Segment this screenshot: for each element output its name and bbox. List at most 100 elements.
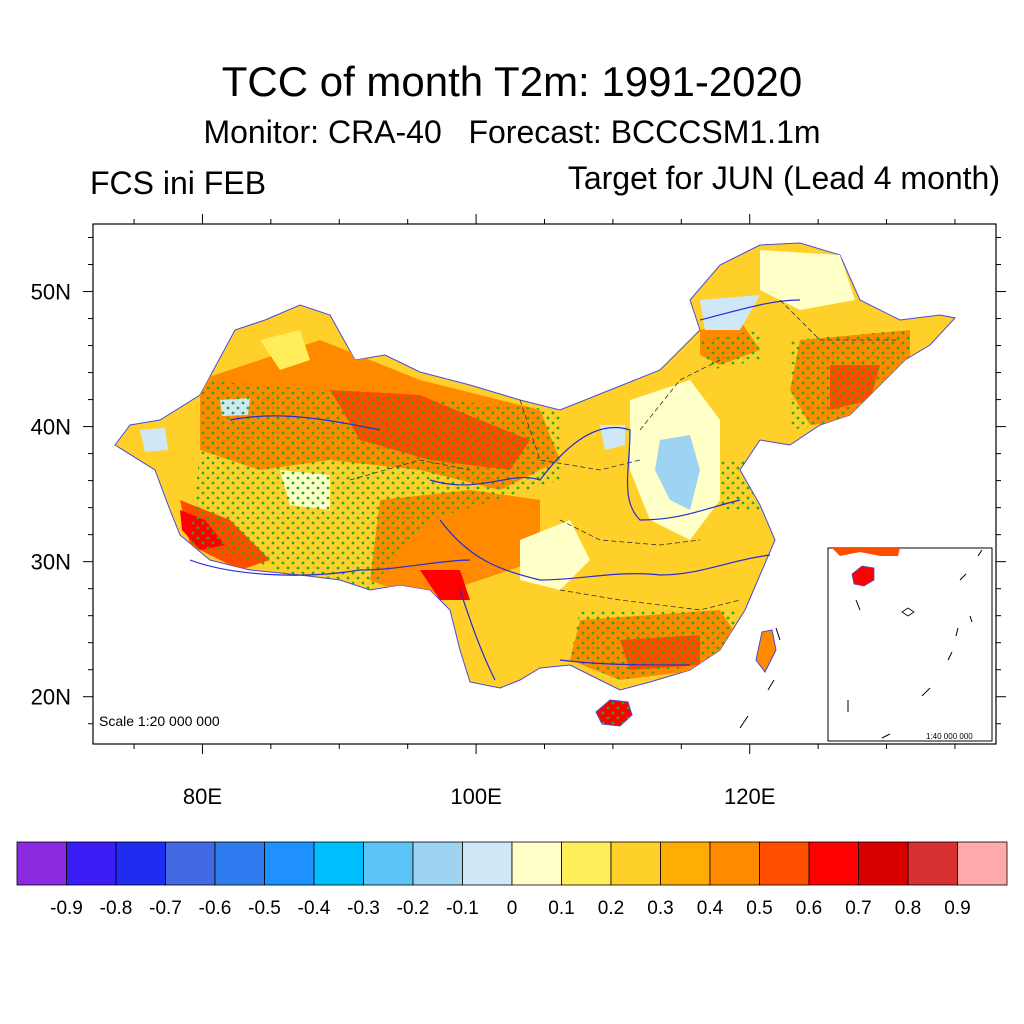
colorbar-label: -0.5 <box>248 898 281 919</box>
region-daxinganling-pale <box>760 250 855 310</box>
map-scale-label: Scale 1:20 000 000 <box>99 713 220 729</box>
colorbar-label: 0.7 <box>845 898 871 919</box>
colorbar-label: -0.3 <box>347 898 380 919</box>
yellow-river <box>429 426 741 521</box>
main-dash-2 <box>739 715 749 729</box>
border-gansu <box>519 399 641 471</box>
colorbar-label: -0.2 <box>397 898 430 919</box>
y-tick-label: 50N <box>31 280 71 305</box>
dash-6 <box>881 733 891 739</box>
dash-2 <box>977 549 983 557</box>
colorbar-label: 0.1 <box>548 898 574 919</box>
yarlung-river <box>189 559 471 576</box>
region-altai-yellow <box>260 330 310 370</box>
province-borders <box>349 299 900 611</box>
x-tick-label: 100E <box>450 784 501 809</box>
hainan-stipple <box>596 700 632 726</box>
region-kashgar-blue <box>140 428 168 452</box>
border-south <box>559 589 741 611</box>
colorbar-label: 0.6 <box>796 898 822 919</box>
border-central <box>559 519 701 546</box>
region-east-tibet-red <box>420 570 470 600</box>
colorbar-swatch <box>610 841 661 886</box>
colorbar-swatch <box>957 841 1008 886</box>
dash-9 <box>955 627 959 637</box>
inset-hainan <box>851 565 875 587</box>
region-sichuan-basin <box>520 520 590 590</box>
significance-stipple-west <box>190 380 560 600</box>
colorbar-label: -0.9 <box>50 898 83 919</box>
colorbar-label: 0 <box>507 898 518 919</box>
colorbar-label: 0.8 <box>895 898 921 919</box>
main-dash-3 <box>775 627 781 641</box>
dash-3 <box>969 615 973 623</box>
colorbar-swatch <box>462 841 513 886</box>
init-month-label: FCS ini FEB <box>90 165 267 201</box>
significance-stipple-inner-mongolia <box>700 330 760 370</box>
y-tick-label: 40N <box>31 415 71 440</box>
chart-subtitle: Monitor: CRA-40 Forecast: BCCCSM1.1m <box>203 114 821 150</box>
y-tick-label: 20N <box>31 685 71 710</box>
x-tick-label: 120E <box>724 784 775 809</box>
region-north-plain-blue <box>655 435 700 510</box>
region-ordos-blue <box>600 425 625 450</box>
target-lead-label: Target for JUN (Lead 4 month) <box>567 160 1000 196</box>
colorbar-label: 0.9 <box>944 898 970 919</box>
dash-5 <box>921 687 931 697</box>
dash-7 <box>855 599 861 611</box>
main-dash-1 <box>767 679 775 691</box>
yangtze-river <box>439 519 771 581</box>
colorbar-swatch <box>561 841 612 886</box>
colorbar-swatch <box>313 841 364 886</box>
anomaly-regions <box>140 250 910 680</box>
colorbar-label: -0.7 <box>149 898 182 919</box>
south-china-sea-inset: 1:40 000 000 <box>827 547 993 742</box>
taiwan-island <box>755 629 777 673</box>
heilongjiang-river <box>699 299 801 321</box>
colorbar-swatch <box>214 841 265 886</box>
significance-stipple-south <box>570 610 740 680</box>
dash-4 <box>947 651 953 661</box>
colorbar-swatch <box>115 841 166 886</box>
colorbar-swatch <box>858 841 909 886</box>
border-inner-mongolia <box>639 359 721 431</box>
nine-dash-line <box>847 549 983 739</box>
mekong-river <box>459 589 496 681</box>
colorbar-swatch <box>759 841 810 886</box>
colorbar-label: -0.1 <box>446 898 479 919</box>
inset-islands <box>901 607 915 617</box>
x-tick-label: 80E <box>183 784 222 809</box>
colorbar-label: -0.8 <box>100 898 133 919</box>
main-map-dashes <box>739 627 781 729</box>
pearl-river <box>559 659 691 666</box>
colorbar-swatch <box>709 841 760 886</box>
colorbar-swatch <box>660 841 711 886</box>
tarim-river <box>229 415 381 431</box>
colorbar-swatch <box>808 841 859 886</box>
colorbar: -0.9 -0.8 -0.7 -0.6 -0.5 -0.4 -0.3 -0.2 -0.1 0 0.1… <box>16 841 1008 919</box>
colorbar-label: -0.4 <box>298 898 331 919</box>
rivers <box>189 299 801 681</box>
y-tick-label: 30N <box>31 550 71 575</box>
dash-1 <box>959 573 967 581</box>
colorbar-swatch <box>511 841 562 886</box>
colorbar-label: 0.3 <box>647 898 673 919</box>
inset-scale-label: 1:40 000 000 <box>926 732 973 741</box>
map-axes: 80E 100E 120E 20N 30N 40N 50N <box>31 214 1006 809</box>
border-northeast <box>779 299 900 341</box>
colorbar-swatch <box>412 841 463 886</box>
inset-coast <box>832 548 900 556</box>
colorbar-swatch <box>16 841 67 886</box>
colorbar-swatch <box>363 841 414 886</box>
colorbar-label: -0.6 <box>199 898 232 919</box>
colorbar-label: 0.5 <box>746 898 772 919</box>
chart-title: TCC of month T2m: 1991-2020 <box>221 58 803 105</box>
colorbar-swatch <box>66 841 117 886</box>
colorbar-swatch <box>264 841 315 886</box>
colorbar-label: 0.4 <box>697 898 724 919</box>
colorbar-label: 0.2 <box>598 898 624 919</box>
colorbar-swatch <box>165 841 216 886</box>
colorbar-swatch <box>907 841 958 886</box>
significance-stipple-northeast <box>790 330 910 430</box>
